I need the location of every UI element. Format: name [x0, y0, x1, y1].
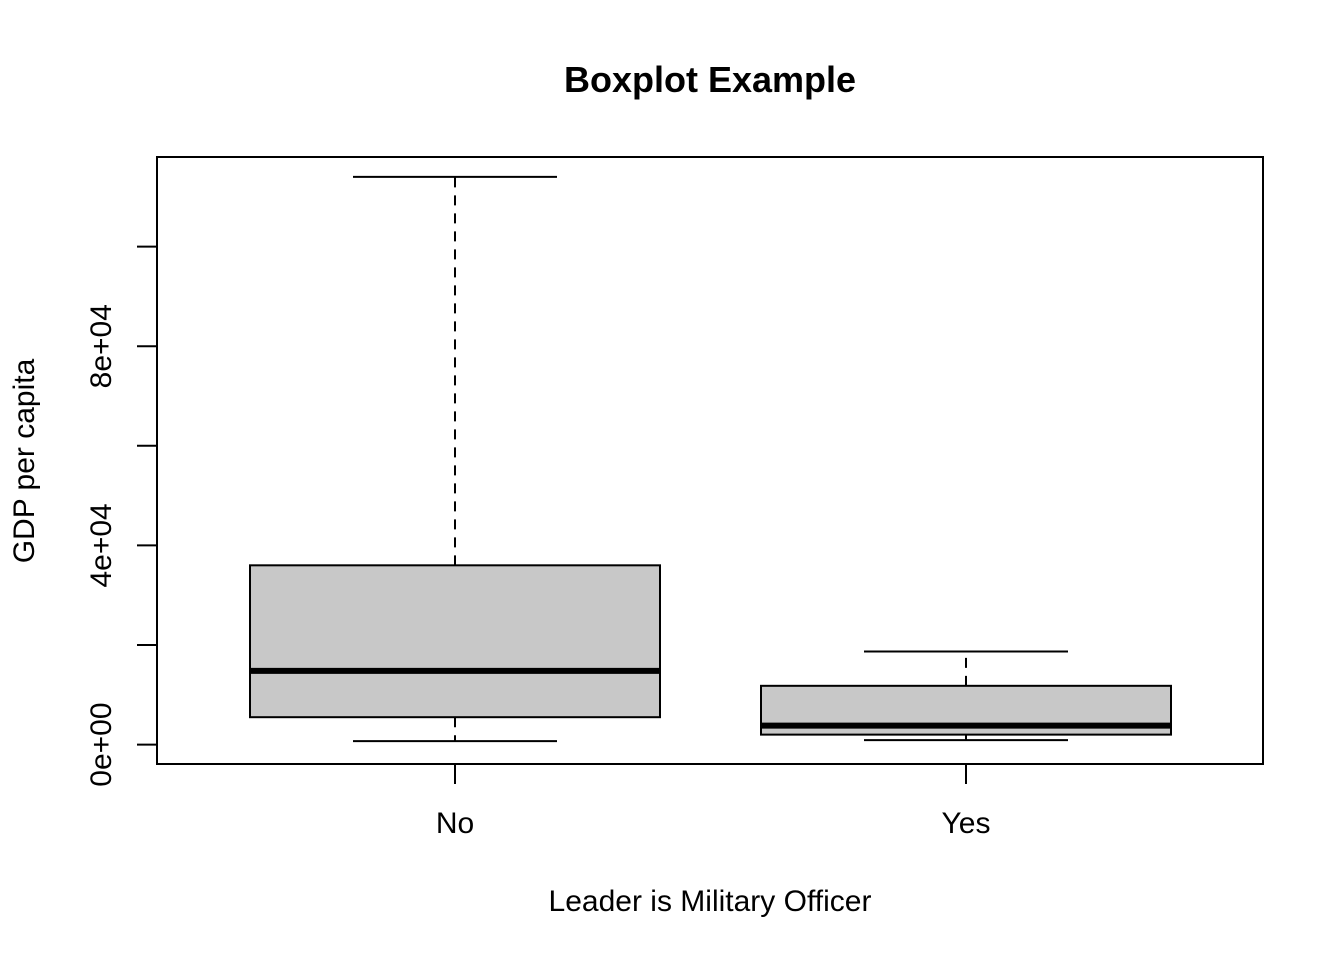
y-tick-label: 4e+04 — [85, 503, 118, 587]
box-group-no — [249, 175, 661, 743]
y-axis: 0e+00 4e+04 8e+04 — [85, 245, 158, 787]
x-axis: No Yes — [436, 764, 991, 840]
boxes-layer — [249, 175, 1172, 743]
chart-title: Boxplot Example — [564, 59, 856, 100]
x-tick-label: No — [436, 807, 474, 840]
y-tick-label: 8e+04 — [85, 304, 118, 388]
y-axis-label: GDP per capita — [8, 358, 41, 563]
box-group-yes — [760, 650, 1172, 742]
x-tick-label: Yes — [942, 807, 991, 840]
box-no — [249, 564, 661, 719]
x-axis-label: Leader is Military Officer — [549, 885, 872, 918]
y-tick-label: 0e+00 — [85, 702, 118, 786]
